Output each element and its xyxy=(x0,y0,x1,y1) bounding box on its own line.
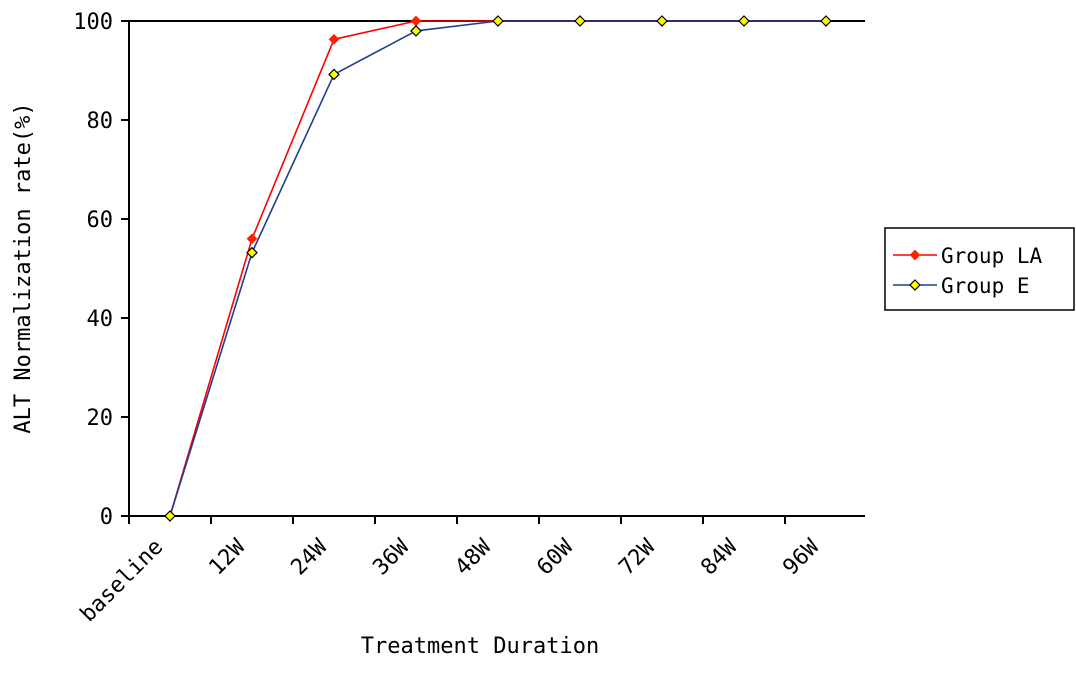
data-point xyxy=(164,510,176,522)
x-tick-label: 12W xyxy=(204,534,250,580)
data-point xyxy=(820,15,832,27)
data-point xyxy=(656,15,668,27)
x-tick-label: baseline xyxy=(76,535,169,628)
series-group-e xyxy=(164,15,832,522)
x-tick-label: 72W xyxy=(614,534,660,580)
data-point xyxy=(246,246,258,259)
data-point xyxy=(328,68,340,81)
x-tick-label: 60W xyxy=(532,534,578,580)
data-point xyxy=(410,25,422,37)
data-point xyxy=(410,15,422,27)
legend-item: Group E xyxy=(893,274,1030,298)
data-point xyxy=(328,33,340,45)
x-tick-label: 96W xyxy=(778,534,824,580)
data-point xyxy=(574,15,586,27)
data-point xyxy=(492,15,504,27)
y-axis-label: ALT Normalization rate(%) xyxy=(11,102,36,433)
legend-marker xyxy=(909,279,921,291)
x-tick-label: 48W xyxy=(450,534,496,580)
series-line xyxy=(169,20,826,517)
series-layer xyxy=(164,15,832,522)
legend-marker xyxy=(909,249,921,261)
series-line xyxy=(169,20,826,517)
x-tick-label: 84W xyxy=(696,534,742,580)
x-tick-label: 24W xyxy=(286,534,332,580)
x-axis-label: Treatment Duration xyxy=(361,634,599,659)
y-tick-label: 60 xyxy=(87,208,114,233)
y-tick-label: 80 xyxy=(87,109,114,134)
legend-label: Group LA xyxy=(941,244,1043,268)
data-point xyxy=(246,233,258,245)
y-tick-label: 40 xyxy=(87,307,114,332)
legend-item: Group LA xyxy=(893,244,1043,268)
x-tick-label: 36W xyxy=(368,534,414,580)
y-tick-label: 20 xyxy=(87,406,114,431)
y-tick-label: 100 xyxy=(73,10,113,35)
axes: 0 20 40 60 80 100 baseline 12W 24W 36W 48W 60W 72W 84… xyxy=(73,10,865,627)
y-tick-label: 0 xyxy=(100,505,113,530)
data-point xyxy=(738,15,750,27)
legend-box xyxy=(884,227,1075,311)
series-group-la xyxy=(164,15,832,522)
legend-label: Group E xyxy=(941,274,1030,298)
legend: Group LA Group E xyxy=(884,227,1075,311)
